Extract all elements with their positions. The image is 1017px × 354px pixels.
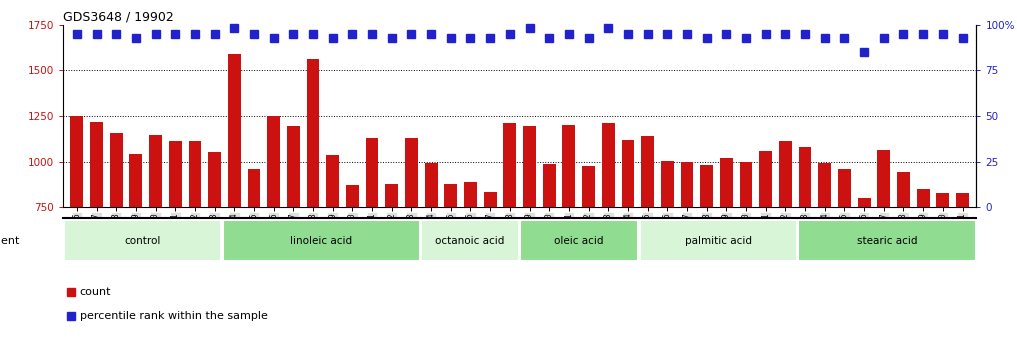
Bar xyxy=(64,220,221,261)
Bar xyxy=(701,165,713,344)
Bar xyxy=(464,182,477,344)
Text: octanoic acid: octanoic acid xyxy=(435,236,504,246)
Bar xyxy=(582,166,595,344)
Bar xyxy=(267,116,280,344)
Text: control: control xyxy=(124,236,161,246)
Bar xyxy=(621,139,635,344)
Bar xyxy=(228,54,241,344)
Bar xyxy=(760,152,772,344)
Bar xyxy=(326,155,339,344)
Bar xyxy=(484,192,496,344)
Bar xyxy=(838,169,851,344)
Bar xyxy=(129,154,142,344)
Bar xyxy=(444,184,458,344)
Bar xyxy=(149,135,162,344)
Bar xyxy=(739,161,753,344)
Text: count: count xyxy=(80,287,111,297)
Bar xyxy=(956,193,969,344)
Bar xyxy=(720,158,733,344)
Bar xyxy=(562,125,576,344)
Bar xyxy=(110,133,123,344)
Bar xyxy=(385,184,398,344)
Bar xyxy=(897,172,910,344)
Bar xyxy=(223,220,420,261)
Bar xyxy=(798,220,975,261)
Bar xyxy=(306,58,319,344)
Bar xyxy=(798,147,812,344)
Bar xyxy=(188,142,201,344)
Bar xyxy=(208,153,221,344)
Bar xyxy=(661,161,673,344)
Bar xyxy=(247,169,260,344)
Bar xyxy=(642,136,654,344)
Bar xyxy=(425,163,437,344)
Bar xyxy=(91,122,103,344)
Text: stearic acid: stearic acid xyxy=(856,236,917,246)
Bar xyxy=(421,220,519,261)
Bar xyxy=(346,185,359,344)
Bar xyxy=(287,126,300,344)
Text: percentile rank within the sample: percentile rank within the sample xyxy=(80,311,267,321)
Bar xyxy=(602,123,614,344)
Bar xyxy=(640,220,797,261)
Text: agent: agent xyxy=(0,236,19,246)
Bar xyxy=(680,161,694,344)
Bar xyxy=(543,164,555,344)
Bar xyxy=(523,126,536,344)
Bar xyxy=(503,123,517,344)
Bar xyxy=(70,116,83,344)
Bar xyxy=(169,141,182,344)
Bar xyxy=(366,138,378,344)
Bar xyxy=(937,193,949,344)
Text: oleic acid: oleic acid xyxy=(554,236,604,246)
Bar xyxy=(857,198,871,344)
Text: linoleic acid: linoleic acid xyxy=(290,236,352,246)
Bar xyxy=(916,189,930,344)
Bar xyxy=(878,150,890,344)
Bar xyxy=(405,138,418,344)
Bar xyxy=(521,220,638,261)
Text: GDS3648 / 19902: GDS3648 / 19902 xyxy=(63,11,174,24)
Text: palmitic acid: palmitic acid xyxy=(684,236,752,246)
Bar xyxy=(819,163,831,344)
Bar xyxy=(779,142,792,344)
